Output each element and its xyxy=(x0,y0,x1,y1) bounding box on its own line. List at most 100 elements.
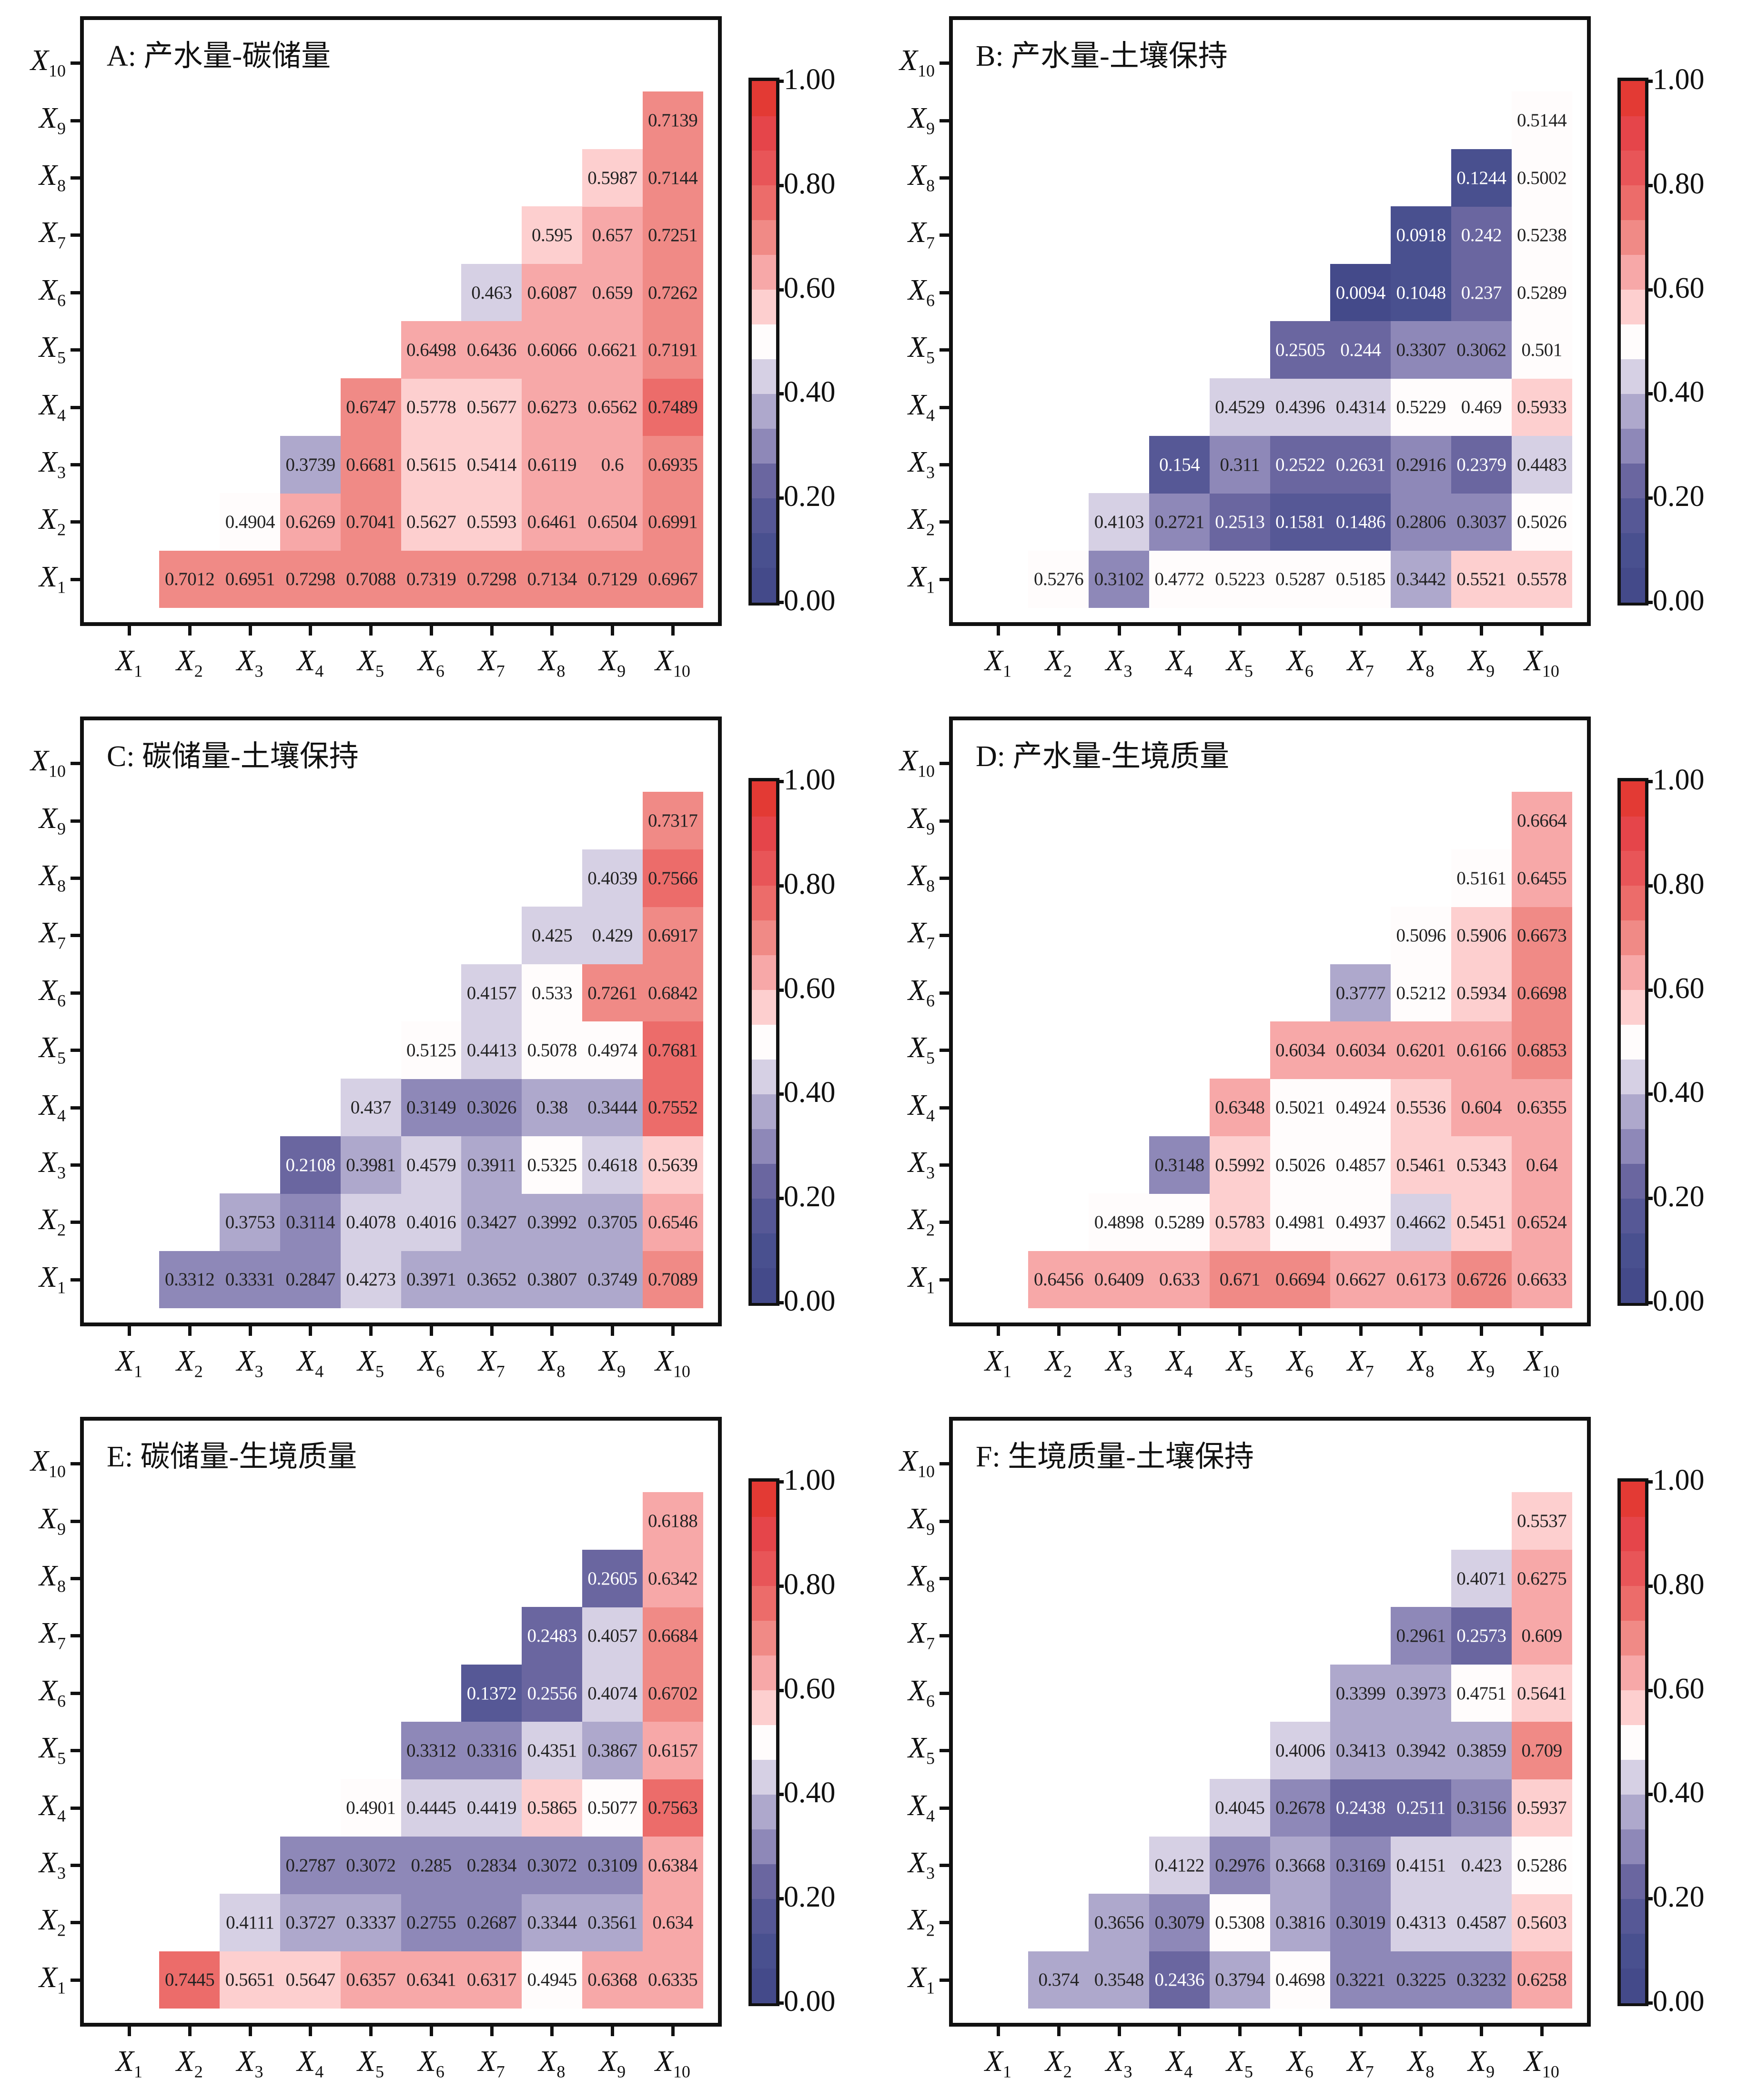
colorbar-band xyxy=(752,1024,776,1060)
heatmap-cell: 0.3312 xyxy=(401,1722,462,1779)
colorbar-tick-mark xyxy=(1645,601,1653,604)
y-tick-label: X1 xyxy=(39,1261,66,1297)
heatmap-cell: 0.1244 xyxy=(1451,149,1512,207)
y-tick-label: X6 xyxy=(908,273,935,310)
heatmap-cell: 0.3072 xyxy=(522,1836,583,1894)
x-tick-label: X9 xyxy=(599,645,626,681)
heatmap-cell: 0.3148 xyxy=(1149,1136,1210,1194)
x-tick-mark xyxy=(188,1326,192,1336)
heatmap-cell: 0.7298 xyxy=(461,550,522,608)
y-tick-label: X3 xyxy=(908,445,935,482)
heatmap-cell: 0.7563 xyxy=(642,1779,703,1837)
colorbar-tick-mark xyxy=(776,1688,784,1692)
y-tick-mark xyxy=(71,1577,80,1581)
x-tick-mark xyxy=(248,2027,252,2036)
y-tick-mark xyxy=(71,1691,80,1695)
heatmap-cell: 0.2436 xyxy=(1149,1951,1210,2009)
heatmap-cell: 0.5343 xyxy=(1451,1136,1512,1194)
colorbar-band xyxy=(1621,567,1645,603)
x-tick-label: X5 xyxy=(1226,1345,1253,1381)
heatmap-cell: 0.6357 xyxy=(340,1951,401,2009)
heatmap-cell: 0.3225 xyxy=(1391,1951,1452,2009)
heatmap-cell: 0.4016 xyxy=(401,1193,462,1252)
colorbar-band xyxy=(1621,885,1645,921)
x-tick-mark xyxy=(1298,626,1302,636)
x-tick-label: X2 xyxy=(1045,2045,1072,2081)
x-tick-label: X2 xyxy=(1045,645,1072,681)
heatmap-cell: 0.4579 xyxy=(401,1136,462,1194)
colorbar-band xyxy=(1621,533,1645,568)
heatmap-cell: 0.5021 xyxy=(1270,1079,1331,1137)
colorbar-tick-mark xyxy=(776,496,784,500)
x-tick-mark xyxy=(1178,626,1182,636)
y-tick-label: X9 xyxy=(908,802,935,838)
colorbar-tick-label: 0.20 xyxy=(1653,1881,1705,1914)
colorbar-band xyxy=(1621,1794,1645,1829)
x-tick-mark xyxy=(611,2027,615,2036)
y-tick-mark xyxy=(940,1806,949,1810)
heatmap-cell: 0.4313 xyxy=(1391,1894,1452,1952)
heatmap-cell: 0.4618 xyxy=(582,1136,643,1194)
colorbar-tick-mark xyxy=(776,1301,784,1304)
y-tick-mark xyxy=(940,405,949,409)
y-tick-label: X10 xyxy=(899,1445,935,1481)
colorbar-band xyxy=(1621,989,1645,1025)
colorbar-band xyxy=(752,115,776,151)
colorbar-band xyxy=(1621,1620,1645,1656)
heatmap-cell: 0.3942 xyxy=(1391,1722,1452,1779)
heatmap-cell: 0.3442 xyxy=(1391,550,1452,608)
y-tick-mark xyxy=(71,463,80,466)
heatmap-cell: 0.5026 xyxy=(1270,1136,1331,1194)
colorbar-tick-mark xyxy=(1645,780,1653,783)
colorbar-tick-mark xyxy=(1645,1197,1653,1201)
colorbar-band xyxy=(752,1268,776,1303)
x-tick-label: X5 xyxy=(357,1345,384,1381)
colorbar-tick-label: 0.60 xyxy=(784,1672,836,1705)
colorbar-tick-mark xyxy=(776,288,784,292)
heatmap-cell: 0.7089 xyxy=(642,1251,703,1309)
x-tick-label: X7 xyxy=(1347,645,1374,681)
colorbar-band xyxy=(1621,1482,1645,1517)
heatmap-cell: 0.6694 xyxy=(1270,1251,1331,1309)
y-tick-mark xyxy=(71,1978,80,1982)
y-tick-mark xyxy=(71,577,80,581)
x-tick-label: X3 xyxy=(1105,2045,1132,2081)
heatmap-cell: 0.4751 xyxy=(1451,1664,1512,1722)
heatmap-cell: 0.6504 xyxy=(582,493,643,551)
heatmap-cell: 0.38 xyxy=(522,1079,583,1137)
heatmap-cell: 0.6173 xyxy=(1391,1251,1452,1309)
heatmap-cell: 0.6034 xyxy=(1330,1021,1391,1079)
heatmap-cell: 0.1486 xyxy=(1330,493,1391,551)
colorbar-band xyxy=(752,920,776,956)
y-tick-label: X5 xyxy=(39,1031,66,1068)
colorbar-tick-label: 0.20 xyxy=(1653,1181,1705,1213)
y-tick-label: X6 xyxy=(39,273,66,310)
colorbar-tick-label: 0.00 xyxy=(784,1285,836,1317)
colorbar-tick-label: 0.80 xyxy=(784,1568,836,1601)
heatmap-cell: 0.7681 xyxy=(642,1021,703,1079)
x-tick-mark xyxy=(1057,1326,1061,1336)
x-tick-label: X2 xyxy=(176,1345,203,1381)
x-tick-label: X5 xyxy=(357,2045,384,2081)
colorbar-band xyxy=(1621,1829,1645,1864)
y-tick-mark xyxy=(71,991,80,995)
colorbar-band xyxy=(752,1655,776,1691)
x-tick-label: X7 xyxy=(1347,2045,1374,2081)
colorbar-tick-label: 0.60 xyxy=(1653,972,1705,1005)
colorbar-band xyxy=(752,1933,776,1969)
x-tick-label: X9 xyxy=(1468,645,1495,681)
x-tick-label: X10 xyxy=(1524,1345,1559,1381)
x-tick-mark xyxy=(309,1326,313,1336)
y-tick-label: X1 xyxy=(908,560,935,597)
x-tick-label: X7 xyxy=(478,645,505,681)
y-tick-mark xyxy=(940,1691,949,1695)
heatmap-cell: 0.2522 xyxy=(1270,435,1331,494)
heatmap-cell: 0.1581 xyxy=(1270,493,1331,551)
y-tick-mark xyxy=(940,1049,949,1052)
colorbar-band xyxy=(752,850,776,886)
x-tick-label: X10 xyxy=(655,1345,690,1381)
heatmap-cell: 0.4529 xyxy=(1209,378,1270,436)
colorbar-tick-label: 1.00 xyxy=(784,1464,836,1496)
colorbar-band xyxy=(1621,394,1645,429)
y-tick-mark xyxy=(71,405,80,409)
